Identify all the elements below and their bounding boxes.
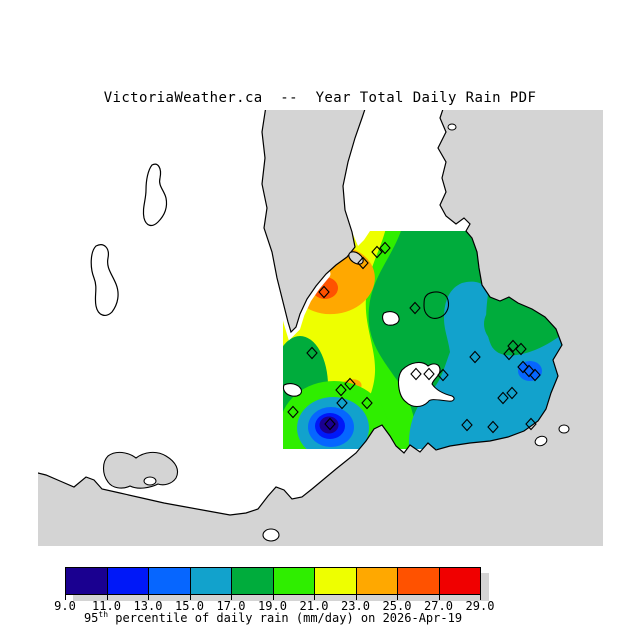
race-rocks-islet bbox=[262, 528, 280, 542]
station-marker-diamond-icon bbox=[437, 368, 449, 382]
colorbar-tick-label: 17.0 bbox=[216, 599, 246, 613]
discovery-island bbox=[558, 424, 570, 434]
sooke-lake bbox=[90, 244, 119, 316]
station-marker-diamond-icon bbox=[336, 396, 348, 410]
colorbar-tick-label: 19.0 bbox=[258, 599, 287, 613]
colorbar-cell bbox=[189, 567, 232, 595]
colorbar-tick-label: 29.0 bbox=[465, 599, 495, 613]
station-marker-diamond-icon bbox=[515, 342, 527, 356]
colorbar-caption: 95th percentile of daily rain (mm/day) o… bbox=[65, 610, 481, 626]
saanich-inlet-water bbox=[262, 110, 365, 332]
colorbar-cell bbox=[355, 567, 398, 595]
coastline-main bbox=[38, 110, 563, 516]
station-marker-diamond-icon bbox=[357, 256, 369, 270]
station-marker-diamond-icon bbox=[379, 241, 391, 255]
station-markers bbox=[287, 241, 541, 434]
colorbar-cell bbox=[106, 567, 149, 595]
colorbar-tick bbox=[438, 595, 440, 600]
colorbar bbox=[65, 567, 481, 595]
colorbar-tick-label: 23.0 bbox=[341, 599, 370, 613]
shawnigan-lake bbox=[142, 163, 168, 227]
colorbar-tick-label: 15.0 bbox=[175, 599, 204, 613]
sooke-islet bbox=[143, 476, 157, 486]
station-marker-diamond-icon bbox=[287, 405, 299, 419]
colorbar-tick bbox=[480, 595, 481, 600]
prospect-lake bbox=[382, 311, 400, 326]
langford-lake bbox=[282, 383, 302, 397]
colorbar-tick bbox=[189, 595, 191, 600]
station-marker-diamond-icon bbox=[523, 364, 535, 378]
station-marker-diamond-icon bbox=[409, 301, 421, 315]
colorbar-cell bbox=[65, 567, 108, 595]
trial-island bbox=[534, 435, 548, 447]
colorbar-cell bbox=[314, 567, 357, 595]
inlet-coastline bbox=[261, 110, 366, 334]
colorbar-tick bbox=[65, 595, 66, 600]
station-marker-diamond-icon bbox=[525, 417, 537, 431]
station-marker-diamond-icon bbox=[497, 391, 509, 405]
sooke-basin-water bbox=[102, 451, 179, 489]
station-marker-diamond-icon bbox=[423, 367, 435, 381]
page-title: VictoriaWeather.ca -- Year Total Daily R… bbox=[103, 90, 537, 106]
bullseye-core-navy bbox=[319, 416, 339, 434]
station-marker-diamond-icon bbox=[371, 245, 383, 259]
station-marker-diamond-icon bbox=[335, 383, 347, 397]
colorbar-tick bbox=[231, 595, 232, 600]
esquimalt-harbour bbox=[397, 361, 455, 408]
colorbar-cell bbox=[397, 567, 440, 595]
colorbar-tick bbox=[314, 595, 315, 600]
station-marker-diamond-icon bbox=[507, 339, 519, 353]
colorbar-tick-label: 21.0 bbox=[299, 599, 329, 613]
station-marker-diamond-icon bbox=[410, 367, 422, 381]
contour-level-15-17-east bbox=[408, 281, 562, 449]
station-marker-diamond-icon bbox=[469, 350, 481, 364]
colorbar-tick bbox=[148, 595, 149, 600]
station-marker-diamond-icon bbox=[529, 368, 541, 382]
colorbar-tick bbox=[106, 595, 108, 600]
caption-superscript: th bbox=[98, 610, 109, 619]
colorbar-tick bbox=[355, 595, 357, 600]
colorbar-tick bbox=[272, 595, 274, 600]
contour-blue-spot-east bbox=[518, 361, 542, 381]
station-marker-diamond-icon bbox=[517, 360, 529, 374]
station-marker-diamond-icon bbox=[461, 418, 473, 432]
colorbar-tick-label: 27.0 bbox=[424, 599, 453, 613]
station-marker-diamond-icon bbox=[361, 396, 373, 410]
caption-rest: percentile of daily rain (mm/day) on 202… bbox=[108, 611, 463, 625]
station-marker-diamond-icon bbox=[306, 346, 318, 360]
colorbar-cell bbox=[272, 567, 315, 595]
colorbar-tick-label: 9.0 bbox=[54, 599, 76, 613]
station-marker-diamond-icon bbox=[506, 386, 518, 400]
station-marker-diamond-icon bbox=[487, 420, 499, 434]
station-marker-diamond-icon bbox=[344, 377, 356, 391]
caption-base: 95 bbox=[83, 611, 99, 625]
colorbar-tick bbox=[397, 595, 398, 600]
colorbar-cell bbox=[438, 567, 481, 595]
colorbar-tick-label: 25.0 bbox=[382, 599, 412, 613]
colorbar-tick-label: 11.0 bbox=[92, 599, 121, 613]
saanich-peninsula-land bbox=[343, 110, 470, 246]
station-marker-diamond-icon bbox=[318, 285, 330, 299]
station-marker-diamond-icon bbox=[324, 417, 336, 431]
sidney-islet bbox=[447, 123, 457, 131]
contour-green-cap-ne bbox=[484, 298, 550, 350]
station-marker-diamond-icon bbox=[503, 347, 515, 361]
colorbar-cell bbox=[231, 567, 274, 595]
colorbar-cell bbox=[148, 567, 191, 595]
elk-lake-outline bbox=[423, 291, 450, 319]
colorbar-tick-label: 13.0 bbox=[133, 599, 163, 613]
